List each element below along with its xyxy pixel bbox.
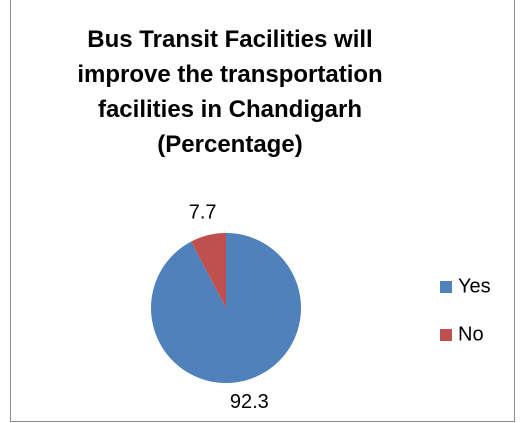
pie-slice <box>150 233 301 383</box>
legend-swatch <box>440 281 452 293</box>
chart-frame <box>10 0 515 422</box>
data-label: 92.3 <box>230 391 269 413</box>
chart-title: Bus Transit Facilities will improve the … <box>77 26 383 158</box>
legend-label: No <box>458 323 484 345</box>
pie-slice <box>191 233 226 308</box>
legend-label: Yes <box>458 275 491 297</box>
legend-swatch <box>440 329 452 341</box>
data-label: 7.7 <box>189 202 217 224</box>
